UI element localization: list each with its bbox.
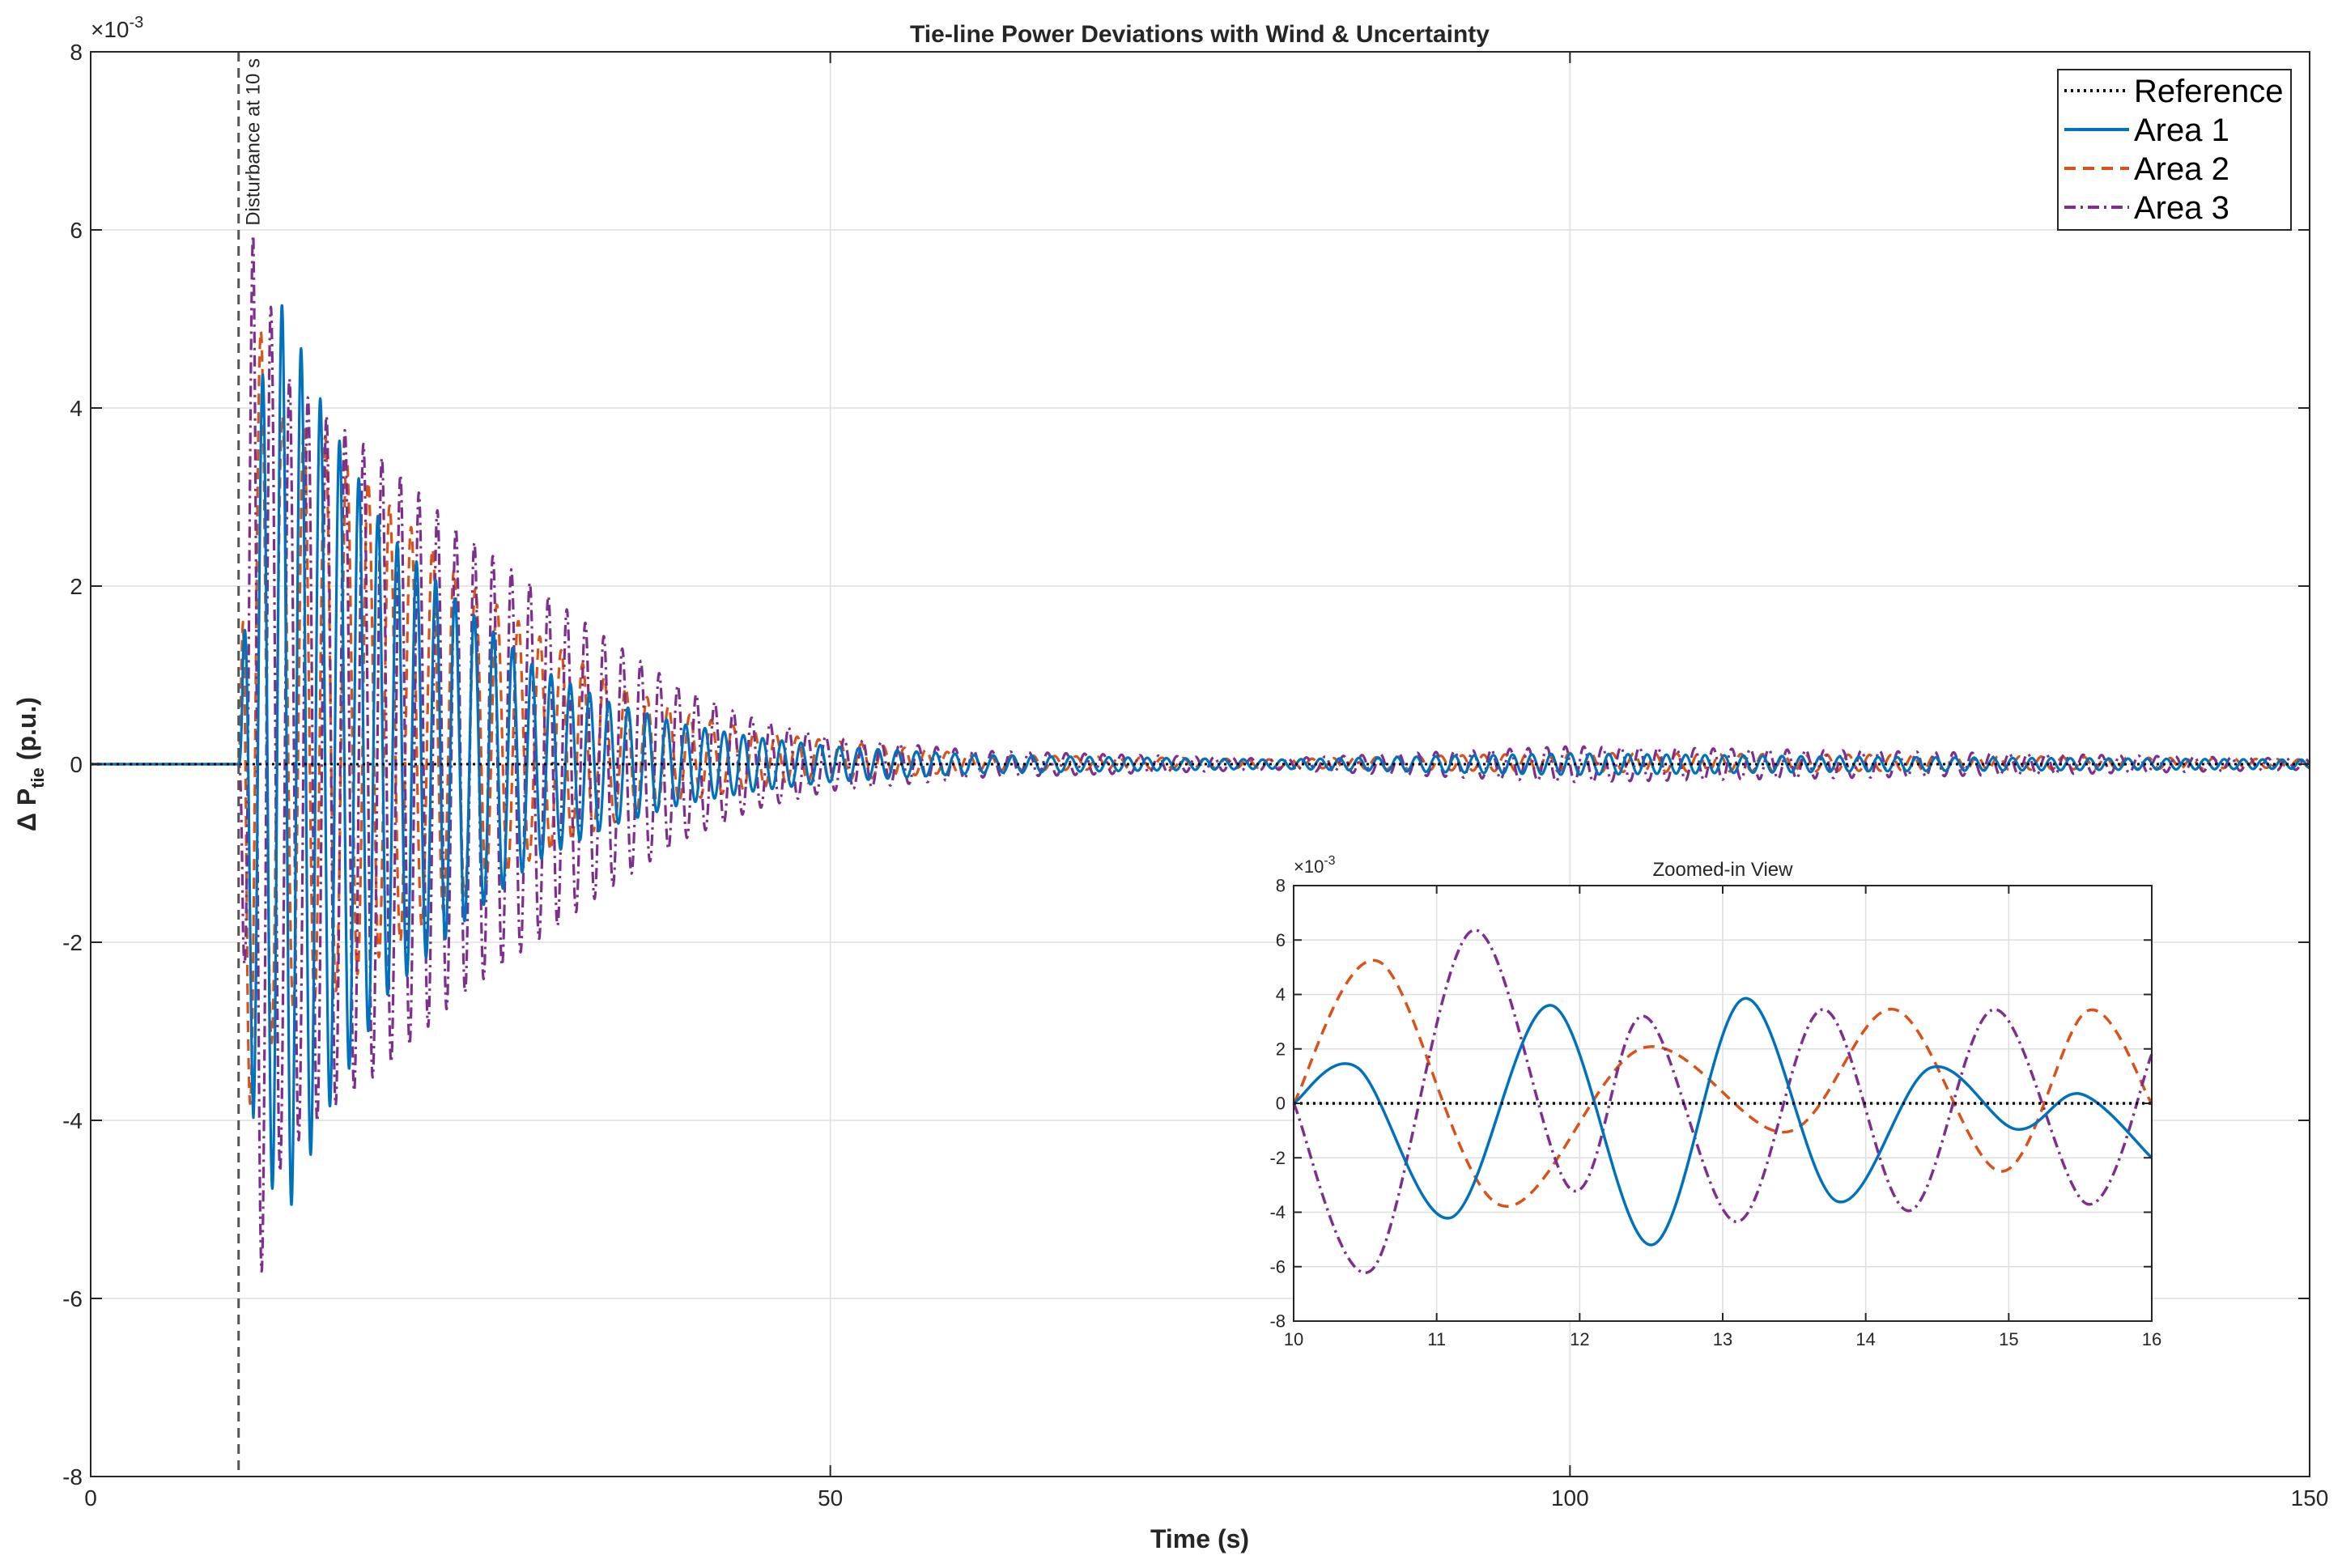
y-tick-label: -4	[62, 1108, 83, 1133]
legend-label-area-1: Area 1	[2134, 113, 2229, 148]
y-tick-label: 6	[70, 218, 83, 243]
chart-title: Tie-line Power Deviations with Wind & Un…	[910, 21, 1490, 48]
inset-series-line-area-1	[1292, 996, 2153, 1247]
y-tick-label: 0	[70, 752, 83, 777]
y-tick-label: -8	[1269, 1311, 1286, 1332]
x-tick-label: 12	[1570, 1329, 1589, 1349]
disturbance-annotation: Disturbance at 10 s	[243, 58, 265, 226]
y-tick-label: 8	[70, 40, 83, 65]
x-tick-label: 11	[1427, 1329, 1446, 1349]
y-tick-label: 4	[1276, 984, 1286, 1005]
y-tick-label: -6	[62, 1286, 83, 1311]
y-tick-label: 4	[70, 396, 83, 421]
y-axis-label: Δ Ptie (p.u.)	[12, 697, 48, 831]
legend-label-reference: Reference	[2134, 74, 2284, 109]
legend: Reference Area 1 Area 2 Area 3	[2057, 69, 2292, 231]
inset-series	[1292, 928, 2153, 1274]
x-tick-label: 16	[2142, 1329, 2161, 1349]
y-tick-label: 0	[1276, 1094, 1286, 1114]
inset-axes: 10 11 12 13 14 15 16 -8 -6 -4 -2 0 2 4 6 8 ×10-3 Zoomed…	[1269, 854, 2161, 1349]
y-tick-label: 2	[70, 574, 83, 599]
y-tick-label: -4	[1269, 1202, 1286, 1222]
x-tick-label: 10	[1284, 1329, 1303, 1349]
y-tick-label: 8	[1276, 876, 1286, 896]
x-tick-label: 50	[818, 1485, 843, 1511]
main-axes: Disturbance at 10 s 0 50 100 150-8-6-4-2024…	[12, 14, 2328, 1553]
legend-label-area-3: Area 3	[2134, 190, 2229, 226]
inset-title: Zoomed-in View	[1653, 859, 1794, 881]
legend-box	[2057, 69, 2292, 231]
y-tick-label: -2	[62, 930, 83, 955]
x-axis-label: Time (s)	[1150, 1524, 1249, 1553]
inset-series-line-area-2	[1292, 958, 2153, 1208]
x-tick-label: 0	[84, 1485, 97, 1511]
y-tick-label: -2	[1269, 1148, 1286, 1168]
legend-label-area-2: Area 2	[2134, 151, 2229, 187]
x-tick-label: 13	[1713, 1329, 1732, 1349]
y-tick-label: 2	[1276, 1039, 1286, 1059]
inset-exponent: ×10-3	[1294, 854, 1336, 877]
x-tick-label: 100	[1551, 1485, 1589, 1511]
inset-ticks: 10 11 12 13 14 15 16 -8 -6 -4 -2 0 2 4 6 8	[1269, 876, 2161, 1349]
y-tick-label: -6	[1269, 1256, 1286, 1277]
main-series	[89, 234, 2311, 1273]
main-exponent: ×10-3	[91, 14, 143, 42]
x-tick-label: 14	[1855, 1329, 1875, 1349]
x-tick-label: 15	[1999, 1329, 2018, 1349]
y-tick-label: -8	[62, 1464, 83, 1489]
x-tick-label: 150	[2291, 1485, 2329, 1511]
y-tick-label: 6	[1276, 930, 1286, 950]
